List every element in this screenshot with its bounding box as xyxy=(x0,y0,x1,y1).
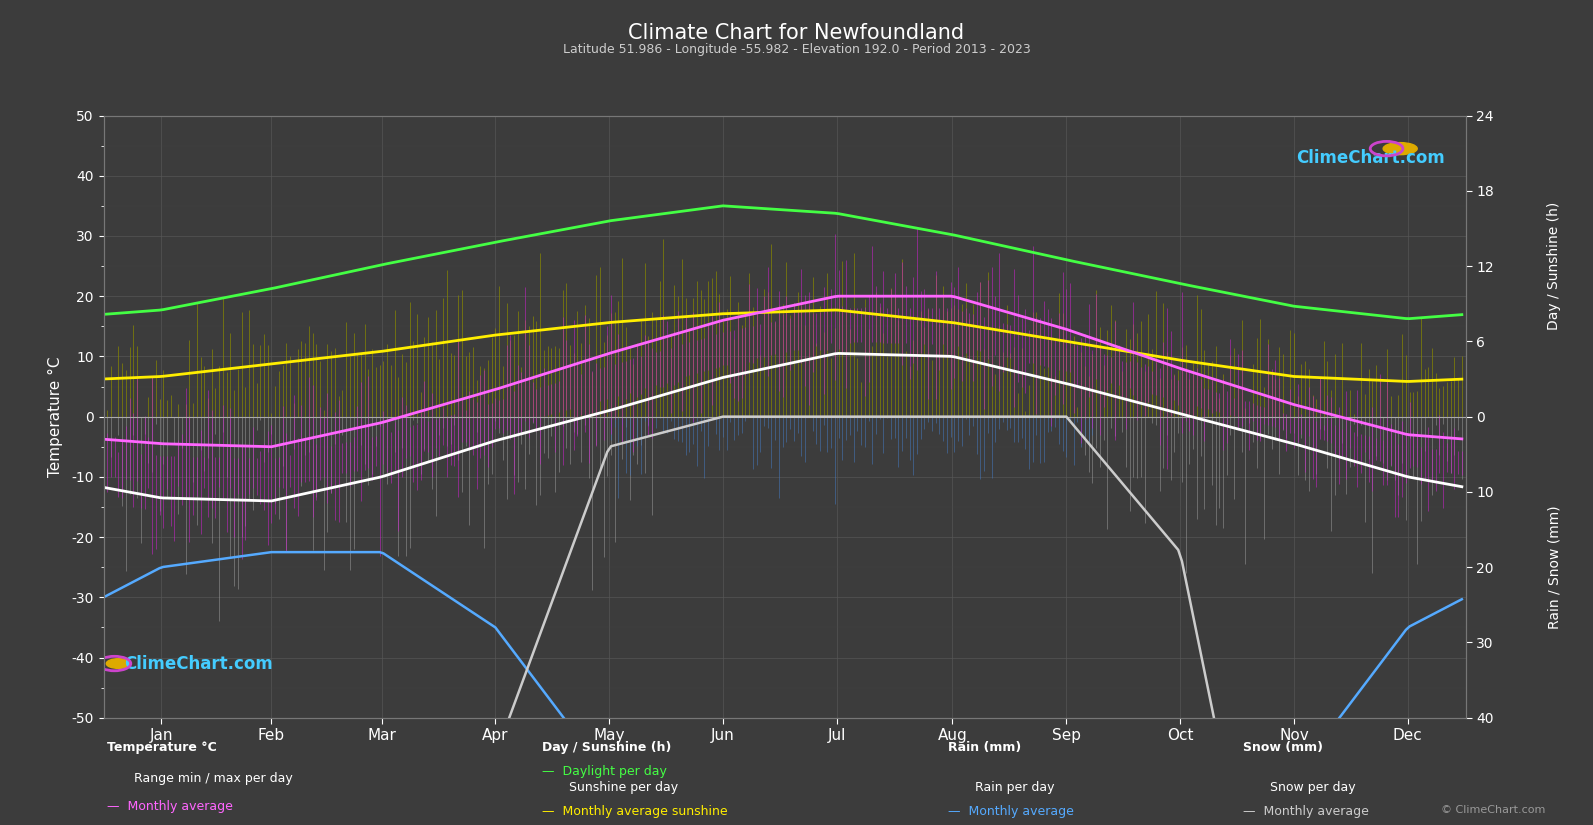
Ellipse shape xyxy=(1383,143,1418,154)
Text: ClimeChart.com: ClimeChart.com xyxy=(1297,148,1445,167)
Text: —  Monthly average: — Monthly average xyxy=(107,800,233,813)
Y-axis label: Temperature °C: Temperature °C xyxy=(48,356,64,477)
Text: —  Monthly average: — Monthly average xyxy=(1243,805,1368,818)
Text: Rain (mm): Rain (mm) xyxy=(948,741,1021,754)
Text: Range min / max per day: Range min / max per day xyxy=(134,772,293,785)
Text: Latitude 51.986 - Longitude -55.982 - Elevation 192.0 - Period 2013 - 2023: Latitude 51.986 - Longitude -55.982 - El… xyxy=(562,43,1031,56)
Text: Rain / Snow (mm): Rain / Snow (mm) xyxy=(1547,506,1561,629)
Ellipse shape xyxy=(107,658,131,668)
Text: Snow (mm): Snow (mm) xyxy=(1243,741,1322,754)
Text: Snow per day: Snow per day xyxy=(1270,780,1356,794)
Text: ClimeChart.com: ClimeChart.com xyxy=(124,654,272,672)
Text: —  Daylight per day: — Daylight per day xyxy=(542,765,666,778)
Text: Day / Sunshine (h): Day / Sunshine (h) xyxy=(542,741,671,754)
Text: Day / Sunshine (h): Day / Sunshine (h) xyxy=(1547,202,1561,330)
Text: Rain per day: Rain per day xyxy=(975,780,1055,794)
Text: —  Monthly average sunshine: — Monthly average sunshine xyxy=(542,805,728,818)
Text: Temperature °C: Temperature °C xyxy=(107,741,217,754)
Text: —  Monthly average: — Monthly average xyxy=(948,805,1074,818)
Text: Climate Chart for Newfoundland: Climate Chart for Newfoundland xyxy=(628,23,965,43)
Text: © ClimeChart.com: © ClimeChart.com xyxy=(1440,804,1545,814)
Text: Sunshine per day: Sunshine per day xyxy=(569,780,679,794)
